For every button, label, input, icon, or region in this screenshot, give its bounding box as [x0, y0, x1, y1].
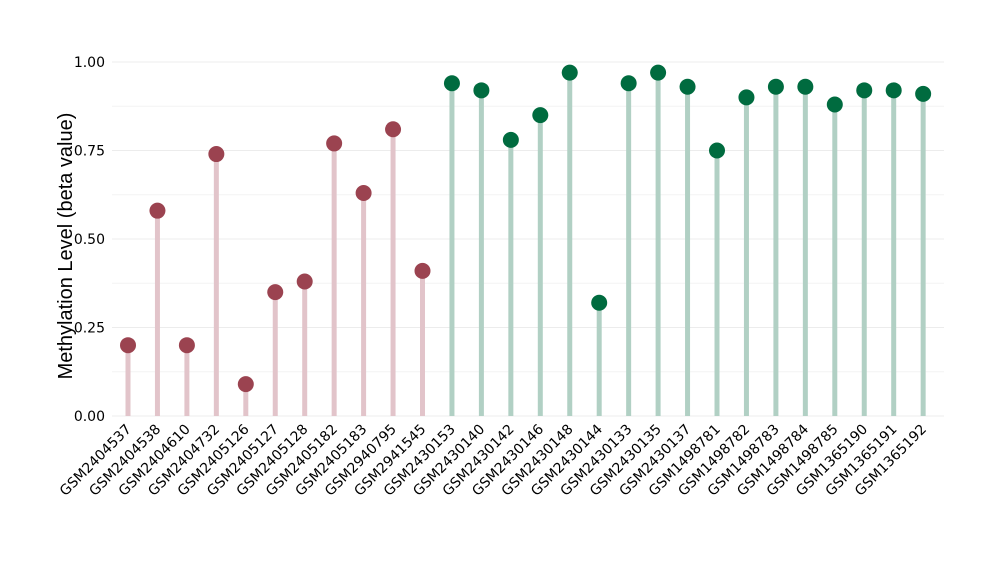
lollipop-point [767, 78, 784, 95]
lollipop-point [178, 337, 195, 354]
lollipop-point [473, 82, 490, 99]
lollipop-point [502, 131, 519, 148]
lollipop-point [679, 78, 696, 95]
lollipop-point [443, 75, 460, 92]
x-axis-labels: GSM2404537GSM2404538GSM2404610GSM2404732… [57, 421, 930, 499]
lollipop-point [650, 64, 667, 81]
lollipop-point [709, 142, 725, 159]
lollipop-point [738, 89, 755, 106]
lollipop-point [296, 273, 313, 290]
lollipop-point [826, 96, 843, 113]
y-tick-label: 0.75 [74, 144, 105, 160]
lollipop-point [208, 146, 225, 163]
lollipop-point [267, 284, 284, 301]
lollipop-point [620, 75, 637, 92]
lollipop-point [120, 337, 136, 354]
lollipop-point [326, 135, 343, 152]
lollipop-point [532, 107, 549, 124]
lollipop-point [856, 82, 873, 99]
y-axis-title: Methylation Level (beta value) [55, 113, 77, 380]
y-tick-label: 0.50 [74, 232, 105, 248]
lollipop-point [885, 82, 902, 99]
lollipop-point [385, 121, 402, 138]
lollipop-point [561, 64, 578, 81]
lollipop-point [355, 184, 372, 201]
lollipop-point [915, 85, 932, 102]
lollipop-point [797, 78, 814, 95]
lollipop-point [237, 376, 254, 393]
y-tick-label: 0.00 [74, 409, 105, 425]
lollipop-point [591, 294, 608, 311]
y-tick-label: 0.25 [74, 321, 105, 337]
lollipop-point [149, 202, 166, 219]
y-tick-label: 1.00 [74, 55, 105, 71]
gridlines [112, 61, 944, 417]
lollipop-stems [125, 72, 926, 416]
y-axis-ticks: 0.00 0.25 0.50 0.75 1.00 [74, 55, 105, 425]
lollipop-points [120, 64, 932, 393]
lollipop-point [414, 262, 431, 279]
